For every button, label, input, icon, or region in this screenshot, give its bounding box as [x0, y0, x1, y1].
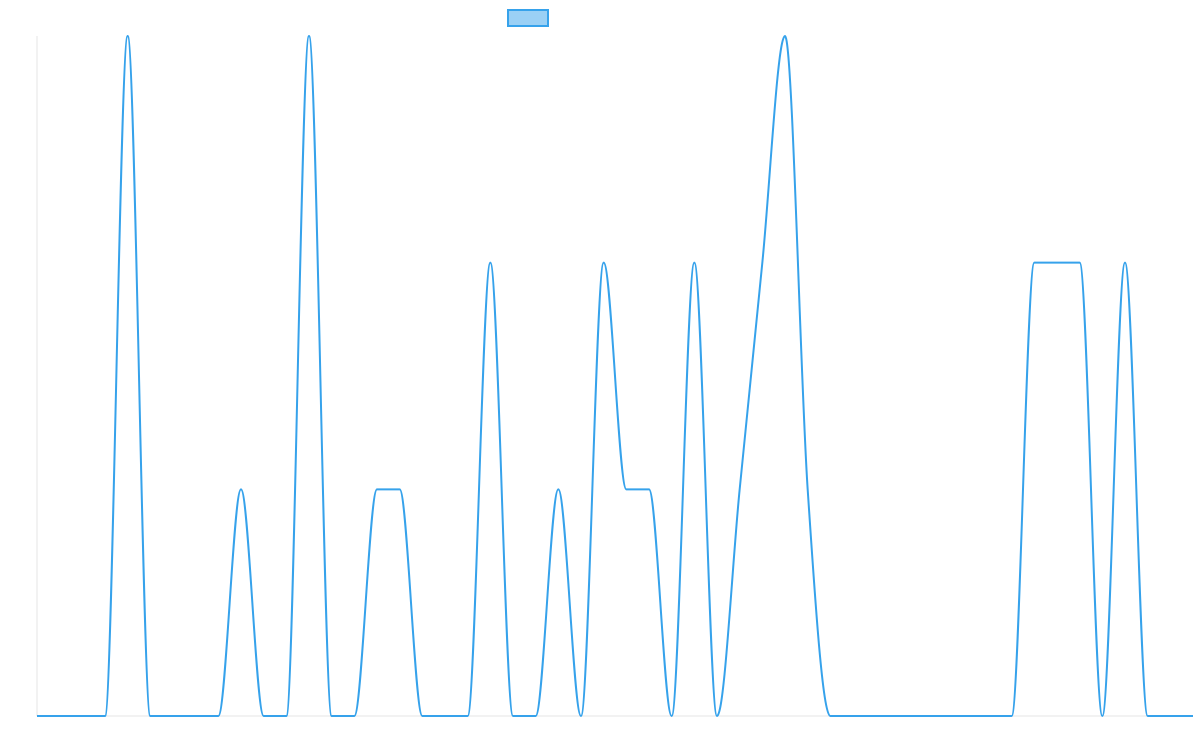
- series-layer: [37, 35, 1193, 717]
- series-line-0: [37, 35, 1193, 717]
- legend-swatch: [507, 9, 549, 27]
- chart-legend[interactable]: [507, 9, 549, 27]
